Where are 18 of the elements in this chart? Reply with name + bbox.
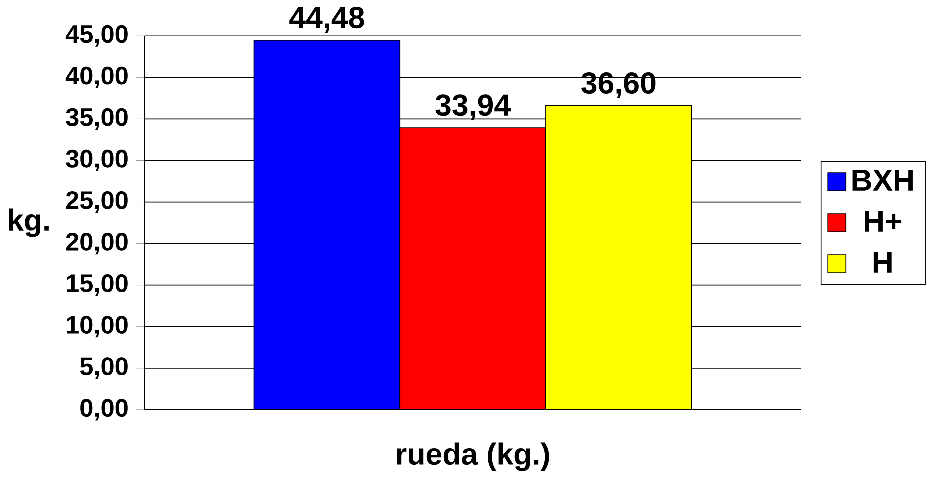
y-axis-title: kg. (9, 208, 49, 238)
y-tick-label: 20,00 (66, 232, 128, 254)
y-tick-label: 35,00 (66, 108, 128, 130)
data-label: 36,60 (582, 72, 656, 98)
y-tick-label: 40,00 (66, 66, 128, 88)
y-tick-label: 30,00 (66, 150, 128, 172)
y-tick-label: 25,00 (66, 191, 128, 213)
y-tick-label: 15,00 (67, 274, 128, 296)
y-tick-label: 5,00 (80, 357, 128, 380)
legend-label: BXH (852, 170, 913, 191)
data-label: 33,94 (436, 94, 511, 120)
y-tick-label: 45,00 (66, 25, 128, 47)
legend-label: H+ (865, 210, 902, 232)
y-tick-label: 10,00 (67, 316, 128, 338)
data-label: 44,48 (290, 6, 364, 33)
x-tick-label: rueda (kg.) (397, 442, 550, 472)
y-tick-label: 0,00 (80, 399, 128, 421)
legend-label: H (874, 252, 892, 273)
